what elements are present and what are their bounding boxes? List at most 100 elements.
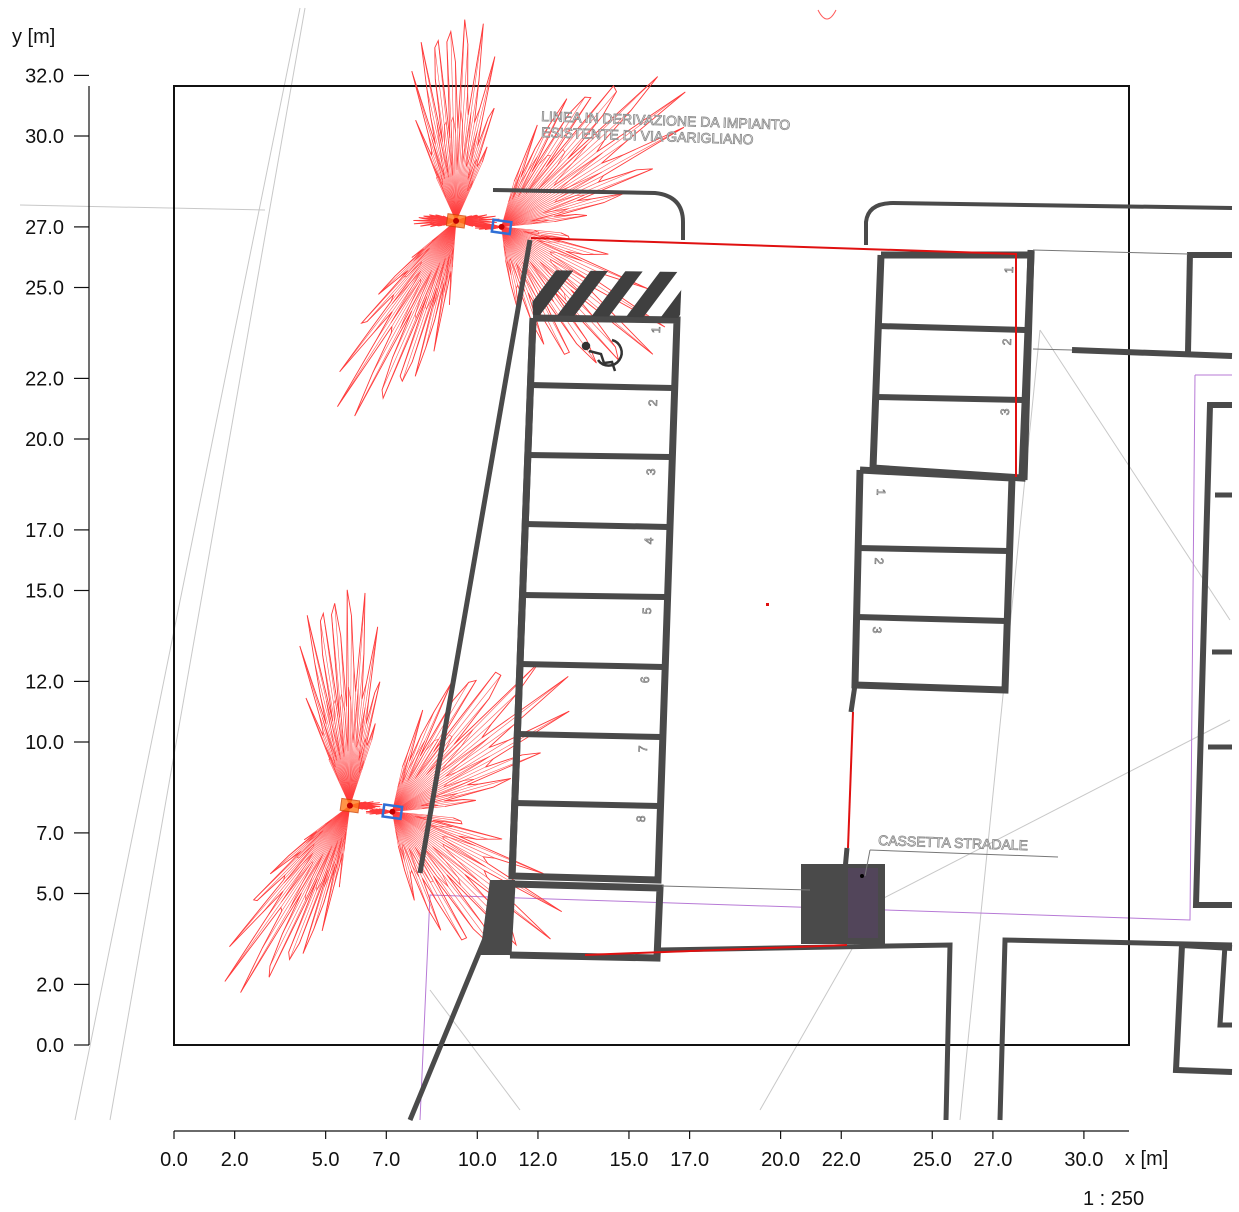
light-ray	[455, 128, 459, 221]
light-ray	[392, 752, 409, 812]
light-ray	[430, 117, 457, 221]
light-ray	[392, 811, 495, 949]
light-ray	[280, 805, 351, 908]
light-lobe-outline	[411, 19, 496, 179]
light-ray	[501, 181, 599, 228]
light-ray	[501, 125, 550, 228]
luminaire-center	[498, 223, 505, 230]
light-ray	[455, 92, 468, 221]
stall-number-left: 5	[640, 607, 654, 614]
light-ray	[501, 158, 568, 228]
light-ray	[392, 811, 434, 877]
light-ray	[411, 220, 457, 312]
light-ray	[392, 811, 447, 875]
light-ray	[392, 723, 492, 812]
light-ray	[392, 744, 455, 812]
light-ray	[349, 691, 356, 806]
light-ray	[501, 91, 617, 228]
x-tick-label: 5.0	[312, 1149, 340, 1171]
light-ray	[392, 811, 489, 902]
light-ray	[392, 799, 464, 812]
luminaire-icon	[490, 218, 513, 236]
cable-route	[530, 237, 1017, 956]
light-ray	[392, 811, 411, 875]
light-ray	[392, 811, 437, 901]
light-ray	[270, 805, 351, 875]
light-ray	[501, 109, 632, 228]
luminaire-center	[453, 217, 460, 224]
street-box-point	[860, 874, 864, 878]
light-patterns	[224, 19, 686, 993]
light-ray	[339, 717, 351, 806]
light-ray	[378, 220, 457, 295]
light-ray	[366, 220, 457, 322]
light-ray	[501, 226, 520, 315]
light-ray	[501, 226, 594, 279]
light-ray	[392, 811, 488, 840]
light-ray	[501, 140, 605, 228]
light-ray	[426, 86, 457, 221]
light-ray	[501, 226, 519, 286]
light-ray	[442, 141, 457, 221]
light-ray	[455, 161, 483, 221]
light-ray	[501, 226, 584, 255]
light-ray	[349, 668, 355, 806]
light-ray	[390, 220, 457, 334]
light-ray	[449, 138, 457, 221]
light-ray	[455, 123, 482, 221]
cable-marker	[766, 603, 769, 606]
light-ray	[392, 811, 488, 878]
light-ray	[282, 805, 351, 892]
light-ray	[334, 603, 351, 806]
light-ray	[284, 805, 351, 876]
light-ray	[501, 226, 602, 274]
stall-number-right-mid: 2	[872, 558, 886, 565]
light-ray	[320, 621, 351, 806]
stall-number-left: 3	[644, 468, 658, 475]
x-tick-label: 10.0	[458, 1149, 497, 1171]
light-ray	[501, 226, 566, 252]
light-ray	[349, 699, 369, 806]
light-ray	[392, 761, 410, 812]
plot-frame	[173, 85, 1130, 1046]
y-tick-label: 10.0	[25, 732, 64, 754]
light-ray	[501, 91, 686, 228]
stall-number-right-mid: 1	[874, 489, 888, 496]
luminaire-icon	[381, 803, 404, 821]
light-lobe-inner	[431, 110, 478, 198]
light-ray	[392, 754, 523, 812]
x-tick-label: 7.0	[372, 1149, 400, 1171]
light-lobe-inner	[395, 814, 486, 888]
light-ray	[381, 220, 457, 391]
light-lobe-inner	[322, 686, 367, 781]
light-ray	[426, 220, 457, 297]
parking-walls	[407, 188, 1233, 1121]
light-ray	[392, 811, 562, 912]
light-ray	[349, 740, 372, 806]
light-ray	[392, 811, 485, 871]
light-lobe-inner	[397, 729, 490, 810]
light-ray	[501, 226, 590, 273]
stall-number-right-top: 1	[1002, 266, 1016, 273]
x-tick-label: 15.0	[609, 1149, 648, 1171]
x-tick-label: 25.0	[913, 1149, 952, 1171]
light-ray	[392, 724, 514, 812]
light-ray	[428, 135, 457, 221]
light-ray	[349, 683, 367, 806]
light-lobe-inner	[280, 819, 347, 909]
light-ray	[391, 220, 457, 327]
street-box-inner	[848, 868, 878, 938]
stall-numbers: 1 2 3 4 5 6 7 8 1 2 3 1 2 3	[634, 266, 1017, 823]
light-ray	[435, 144, 457, 221]
light-ray	[314, 663, 351, 806]
luminaire-center	[346, 802, 353, 809]
stall-number-left: 8	[634, 815, 648, 822]
y-tick-label: 15.0	[25, 581, 64, 603]
light-lobe-outline	[337, 248, 452, 417]
light-ray	[455, 115, 469, 221]
light-ray	[283, 805, 351, 880]
y-tick-label: 32.0	[25, 65, 64, 87]
light-ray	[281, 805, 351, 912]
light-ray	[392, 811, 488, 864]
light-ray	[450, 31, 457, 221]
